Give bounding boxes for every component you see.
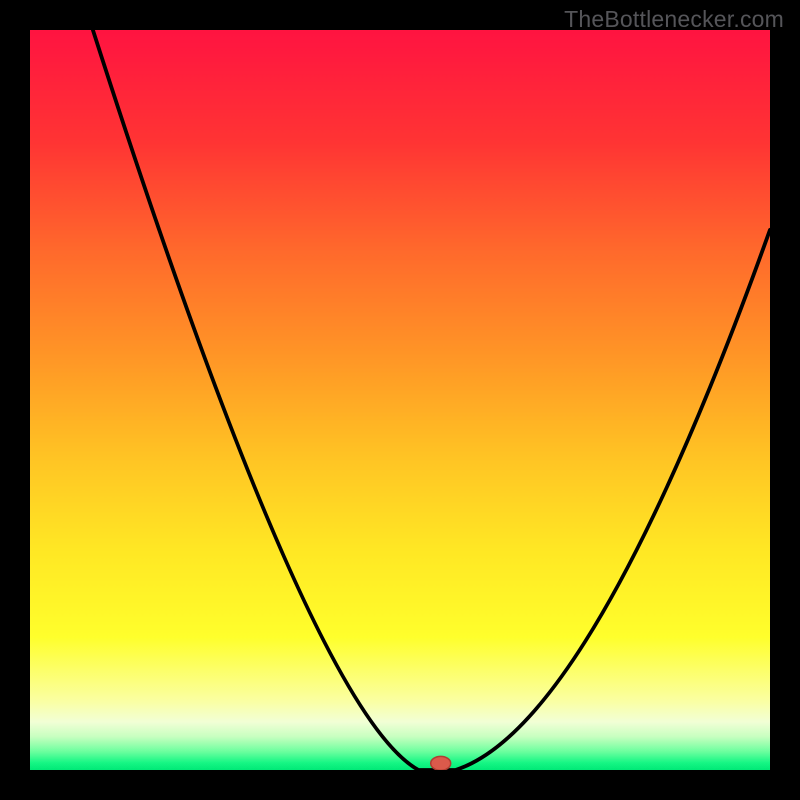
watermark-text: TheBottlenecker.com (564, 6, 784, 33)
gradient-background (30, 30, 770, 770)
plot-area (30, 30, 770, 770)
chart-container: TheBottlenecker.com (0, 0, 800, 800)
